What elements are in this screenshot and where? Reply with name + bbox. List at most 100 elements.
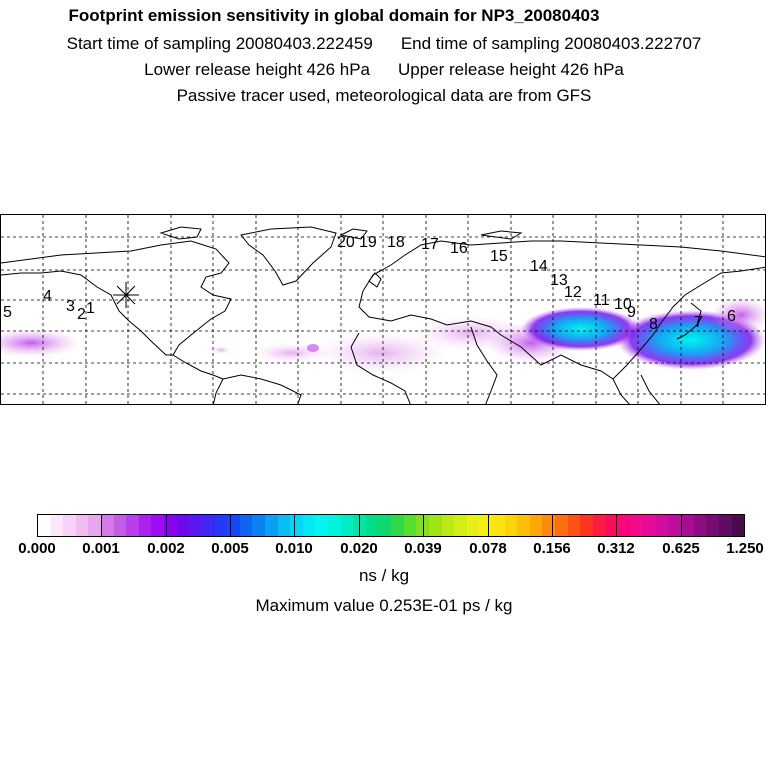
colorbar-cell [554, 515, 568, 536]
plot-title: Footprint emission sensitivity in global… [68, 6, 600, 25]
africa-coast [350, 326, 498, 404]
sampling-end: End time of sampling 20080403.222707 [400, 34, 702, 53]
point-label: 4 [43, 288, 52, 305]
colorbar-cell [75, 515, 89, 536]
colorbar-tick-label: 0.156 [533, 540, 571, 557]
colorbar-cell [252, 515, 265, 536]
sampling-times: Start time of sampling 20080403.222459 En… [0, 34, 768, 54]
colorbar-cell [239, 515, 253, 536]
point-label: 3 [66, 298, 75, 315]
colorbar-cell [504, 515, 518, 536]
colorbar-cell [340, 515, 354, 536]
point-label: 10 [614, 296, 632, 313]
colorbar-tick-label: 0.001 [82, 540, 120, 557]
colorbar-cell [466, 515, 480, 536]
colorbar-tick-label: 0.039 [404, 540, 442, 557]
colorbar-divider [488, 514, 489, 537]
point-label: 2 [77, 306, 86, 323]
colorbar-cell [592, 515, 606, 536]
colorbar-tick-label: 0.020 [340, 540, 378, 557]
colorbar-tick-label: 0.625 [662, 540, 700, 557]
colorbar-cell [277, 515, 291, 536]
colorbar-divider [294, 514, 295, 537]
arctic-islands [159, 226, 523, 240]
point-label: 13 [550, 272, 568, 289]
europe-south-coast [358, 290, 502, 336]
point-label: 17 [421, 236, 439, 253]
colorbar-cell [428, 515, 442, 536]
colorbar-cell [542, 515, 555, 536]
north-america-coast [1, 240, 232, 356]
colorbar-cell [328, 515, 341, 536]
colorbar-cell [38, 515, 51, 536]
colorbar-cell [517, 515, 530, 536]
colorbar-cell [441, 515, 455, 536]
trajectory-labels: 20 19 18 17 16 15 14 13 12 11 10 9 8 7 6… [3, 234, 736, 333]
colorbar-cell [290, 515, 303, 536]
colorbar-divider [616, 514, 617, 537]
point-label: 15 [490, 248, 508, 265]
colorbar-cell [138, 515, 152, 536]
colorbar-cell [605, 515, 619, 536]
colorbar-tick-label: 0.078 [469, 540, 507, 557]
colorbar-cell [580, 515, 593, 536]
colorbar-tick-label: 0.002 [147, 540, 185, 557]
central-america-coast [172, 354, 224, 380]
colorbar-cell [164, 515, 177, 536]
point-label: 18 [387, 234, 405, 251]
colorbar-cell [630, 515, 644, 536]
tracer-note: Passive tracer used, meteorological data… [176, 86, 592, 105]
colorbar-divider [359, 514, 360, 537]
colorbar-cell [479, 515, 492, 536]
point-label: 9 [627, 304, 636, 321]
max-value-label: Maximum value 0.253E-01 ps / kg [255, 596, 513, 615]
colorbar-cell [50, 515, 64, 536]
point-label: 12 [564, 284, 582, 301]
colorbar-cell [693, 515, 707, 536]
colorbar-cell [731, 515, 745, 536]
colorbar-cell [113, 515, 127, 536]
colorbar-cell [681, 515, 694, 536]
release-upper: Upper release height 426 hPa [398, 60, 624, 79]
southeast-asia-coast [612, 374, 661, 404]
footprint-patch [307, 344, 319, 352]
point-label: 14 [530, 258, 548, 275]
colorbar-divider [552, 514, 553, 537]
colorbar-cell [403, 515, 417, 536]
units-label: ns / kg [358, 566, 410, 585]
colorbar-cell [63, 515, 76, 536]
colorbar-cell [126, 515, 139, 536]
point-label: 8 [649, 316, 658, 333]
point-label: 6 [727, 308, 736, 325]
sampling-start: Start time of sampling 20080403.222459 [66, 34, 373, 53]
british-isles [368, 272, 382, 288]
point-label: 20 [337, 234, 355, 251]
footprint-field [1, 297, 765, 375]
colorbar-cell [643, 515, 656, 536]
colorbar-cell [668, 515, 682, 536]
colorbar-divider [230, 514, 231, 537]
colorbar-cell [391, 515, 404, 536]
point-label: 5 [3, 304, 12, 321]
map-canvas: 20 19 18 17 16 15 14 13 12 11 10 9 8 7 6… [1, 215, 765, 404]
footprint-patch [211, 346, 231, 354]
colorbar-tick-label: 1.250 [726, 540, 764, 557]
colorbar-cell [365, 515, 379, 536]
colorbar-cell [718, 515, 732, 536]
colorbar-cell [315, 515, 329, 536]
colorbar-cell [101, 515, 114, 536]
greenland-coast [240, 226, 337, 286]
point-label: 11 [593, 292, 610, 309]
europe-coast [362, 240, 765, 292]
colorbar-divider [166, 514, 167, 537]
graticule [1, 215, 765, 404]
colorbar-cell [264, 515, 278, 536]
colorbar-tick-label: 0.005 [211, 540, 249, 557]
footprint-core [521, 307, 641, 351]
colorbar-cell [88, 515, 102, 536]
colorbar-cell [655, 515, 669, 536]
footprint-map: 20 19 18 17 16 15 14 13 12 11 10 9 8 7 6… [0, 214, 766, 405]
colorbar-cell [618, 515, 631, 536]
colorbar [37, 514, 745, 537]
colorbar-cell [176, 515, 190, 536]
